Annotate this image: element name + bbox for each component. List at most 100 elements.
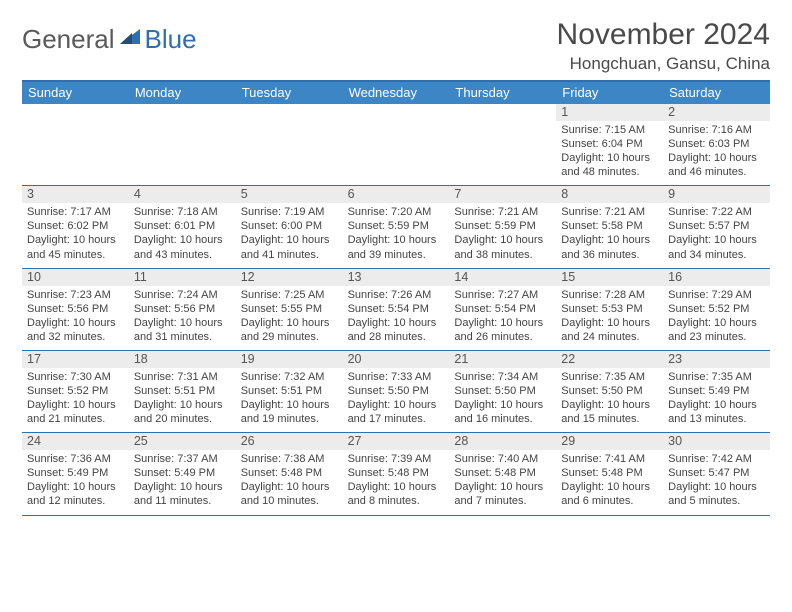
day-cell: 1Sunrise: 7:15 AMSunset: 6:04 PMDaylight… (556, 104, 663, 185)
day-info: Sunrise: 7:35 AMSunset: 5:49 PMDaylight:… (668, 370, 765, 426)
day-info: Sunrise: 7:32 AMSunset: 5:51 PMDaylight:… (241, 370, 338, 426)
day-info: Sunrise: 7:26 AMSunset: 5:54 PMDaylight:… (348, 288, 445, 344)
day-info: Sunrise: 7:28 AMSunset: 5:53 PMDaylight:… (561, 288, 658, 344)
day-number: 3 (22, 186, 129, 203)
day-number: 20 (343, 351, 450, 368)
day-cell: 17Sunrise: 7:30 AMSunset: 5:52 PMDayligh… (22, 351, 129, 432)
month-title: November 2024 (557, 18, 770, 52)
day-number: 15 (556, 269, 663, 286)
day-info: Sunrise: 7:36 AMSunset: 5:49 PMDaylight:… (27, 452, 124, 508)
day-info: Sunrise: 7:19 AMSunset: 6:00 PMDaylight:… (241, 205, 338, 261)
day-info: Sunrise: 7:24 AMSunset: 5:56 PMDaylight:… (134, 288, 231, 344)
empty-day-cell (449, 104, 556, 185)
week-row: 17Sunrise: 7:30 AMSunset: 5:52 PMDayligh… (22, 351, 770, 433)
day-cell: 29Sunrise: 7:41 AMSunset: 5:48 PMDayligh… (556, 433, 663, 514)
day-info: Sunrise: 7:20 AMSunset: 5:59 PMDaylight:… (348, 205, 445, 261)
week-row: 3 Sunrise: 7:17 AMSunset: 6:02 PMDaylight… (22, 186, 770, 268)
day-cell: 19Sunrise: 7:32 AMSunset: 5:51 PMDayligh… (236, 351, 343, 432)
day-number: 7 (449, 186, 556, 203)
sail-icon (118, 27, 142, 45)
weekday-header: Monday (129, 82, 236, 104)
day-cell: 18 Sunrise: 7:31 AMSunset: 5:51 PMDayligh… (129, 351, 236, 432)
day-cell: 13 Sunrise: 7:26 AMSunset: 5:54 PMDayligh… (343, 269, 450, 350)
week-row: 10 Sunrise: 7:23 AMSunset: 5:56 PMDayligh… (22, 269, 770, 351)
day-cell: 8 Sunrise: 7:21 AMSunset: 5:58 PMDaylight… (556, 186, 663, 267)
day-number: 24 (22, 433, 129, 450)
day-number: 10 (22, 269, 129, 286)
day-number: 2 (663, 104, 770, 121)
day-info: Sunrise: 7:31 AMSunset: 5:51 PMDaylight:… (134, 370, 231, 426)
day-number: 28 (449, 433, 556, 450)
day-info: Sunrise: 7:17 AMSunset: 6:02 PMDaylight:… (27, 205, 124, 261)
day-cell: 25Sunrise: 7:37 AMSunset: 5:49 PMDayligh… (129, 433, 236, 514)
day-number: 30 (663, 433, 770, 450)
day-number: 13 (343, 269, 450, 286)
day-cell: 9 Sunrise: 7:22 AMSunset: 5:57 PMDaylight… (663, 186, 770, 267)
day-number: 21 (449, 351, 556, 368)
header-bar: General Blue November 2024 Hongchuan, Ga… (22, 18, 770, 74)
weekday-header: Sunday (22, 82, 129, 104)
day-info: Sunrise: 7:21 AMSunset: 5:59 PMDaylight:… (454, 205, 551, 261)
day-cell: 20Sunrise: 7:33 AMSunset: 5:50 PMDayligh… (343, 351, 450, 432)
calendar: SundayMondayTuesdayWednesdayThursdayFrid… (22, 80, 770, 516)
day-number: 27 (343, 433, 450, 450)
day-cell: 22 Sunrise: 7:35 AMSunset: 5:50 PMDayligh… (556, 351, 663, 432)
day-info: Sunrise: 7:35 AMSunset: 5:50 PMDaylight:… (561, 370, 658, 426)
day-number: 8 (556, 186, 663, 203)
day-cell: 7 Sunrise: 7:21 AMSunset: 5:59 PMDaylight… (449, 186, 556, 267)
location-text: Hongchuan, Gansu, China (557, 54, 770, 74)
day-cell: 6 Sunrise: 7:20 AMSunset: 5:59 PMDaylight… (343, 186, 450, 267)
day-info: Sunrise: 7:18 AMSunset: 6:01 PMDaylight:… (134, 205, 231, 261)
day-cell: 26 Sunrise: 7:38 AMSunset: 5:48 PMDayligh… (236, 433, 343, 514)
day-number: 17 (22, 351, 129, 368)
day-number: 18 (129, 351, 236, 368)
day-cell: 5 Sunrise: 7:19 AMSunset: 6:00 PMDaylight… (236, 186, 343, 267)
day-info: Sunrise: 7:29 AMSunset: 5:52 PMDaylight:… (668, 288, 765, 344)
day-number: 26 (236, 433, 343, 450)
day-info: Sunrise: 7:21 AMSunset: 5:58 PMDaylight:… (561, 205, 658, 261)
empty-day-cell (129, 104, 236, 185)
day-info: Sunrise: 7:37 AMSunset: 5:49 PMDaylight:… (134, 452, 231, 508)
day-number: 6 (343, 186, 450, 203)
day-number: 22 (556, 351, 663, 368)
day-cell: 14Sunrise: 7:27 AMSunset: 5:54 PMDayligh… (449, 269, 556, 350)
day-cell: 27 Sunrise: 7:39 AMSunset: 5:48 PMDayligh… (343, 433, 450, 514)
day-cell: 21 Sunrise: 7:34 AMSunset: 5:50 PMDayligh… (449, 351, 556, 432)
day-cell: 16Sunrise: 7:29 AMSunset: 5:52 PMDayligh… (663, 269, 770, 350)
day-number: 9 (663, 186, 770, 203)
week-row: 24 Sunrise: 7:36 AMSunset: 5:49 PMDayligh… (22, 433, 770, 515)
empty-day-cell (22, 104, 129, 185)
day-info: Sunrise: 7:16 AMSunset: 6:03 PMDaylight:… (668, 123, 765, 179)
day-cell: 3 Sunrise: 7:17 AMSunset: 6:02 PMDaylight… (22, 186, 129, 267)
day-info: Sunrise: 7:34 AMSunset: 5:50 PMDaylight:… (454, 370, 551, 426)
day-cell: 30Sunrise: 7:42 AMSunset: 5:47 PMDayligh… (663, 433, 770, 514)
day-info: Sunrise: 7:38 AMSunset: 5:48 PMDaylight:… (241, 452, 338, 508)
day-number: 29 (556, 433, 663, 450)
day-info: Sunrise: 7:23 AMSunset: 5:56 PMDaylight:… (27, 288, 124, 344)
day-cell: 11 Sunrise: 7:24 AMSunset: 5:56 PMDayligh… (129, 269, 236, 350)
day-cell: 15 Sunrise: 7:28 AMSunset: 5:53 PMDayligh… (556, 269, 663, 350)
day-info: Sunrise: 7:22 AMSunset: 5:57 PMDaylight:… (668, 205, 765, 261)
day-info: Sunrise: 7:39 AMSunset: 5:48 PMDaylight:… (348, 452, 445, 508)
week-row: 1Sunrise: 7:15 AMSunset: 6:04 PMDaylight… (22, 104, 770, 186)
day-cell: 24 Sunrise: 7:36 AMSunset: 5:49 PMDayligh… (22, 433, 129, 514)
logo-text-blue: Blue (145, 24, 197, 55)
logo-text-general: General (22, 24, 115, 55)
weekday-header: Thursday (449, 82, 556, 104)
day-cell: 4 Sunrise: 7:18 AMSunset: 6:01 PMDaylight… (129, 186, 236, 267)
weekday-header-row: SundayMondayTuesdayWednesdayThursdayFrid… (22, 82, 770, 104)
day-cell: 10 Sunrise: 7:23 AMSunset: 5:56 PMDayligh… (22, 269, 129, 350)
day-cell: 12 Sunrise: 7:25 AMSunset: 5:55 PMDayligh… (236, 269, 343, 350)
day-cell: 2 Sunrise: 7:16 AMSunset: 6:03 PMDaylight… (663, 104, 770, 185)
day-number: 11 (129, 269, 236, 286)
day-info: Sunrise: 7:27 AMSunset: 5:54 PMDaylight:… (454, 288, 551, 344)
day-number: 4 (129, 186, 236, 203)
weekday-header: Friday (556, 82, 663, 104)
day-info: Sunrise: 7:25 AMSunset: 5:55 PMDaylight:… (241, 288, 338, 344)
logo: General Blue (22, 24, 197, 55)
day-number: 12 (236, 269, 343, 286)
weekday-header: Wednesday (343, 82, 450, 104)
day-number: 1 (556, 104, 663, 121)
day-info: Sunrise: 7:40 AMSunset: 5:48 PMDaylight:… (454, 452, 551, 508)
day-number: 5 (236, 186, 343, 203)
